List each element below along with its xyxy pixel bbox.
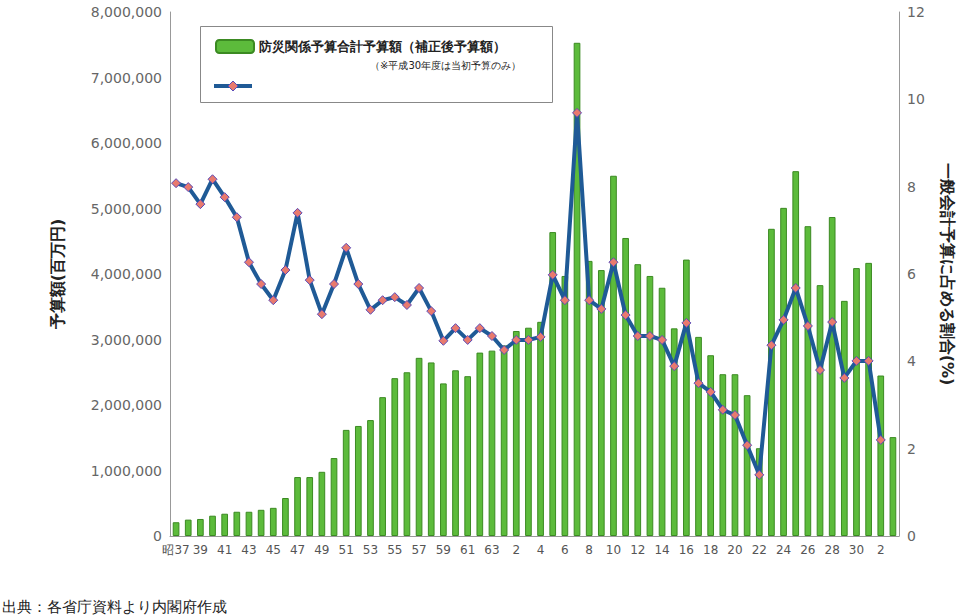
svg-text:10: 10 bbox=[606, 543, 621, 557]
svg-text:4: 4 bbox=[907, 353, 916, 369]
svg-text:24: 24 bbox=[776, 543, 791, 557]
svg-text:59: 59 bbox=[436, 543, 451, 557]
svg-text:41: 41 bbox=[217, 543, 232, 557]
svg-text:39: 39 bbox=[193, 543, 208, 557]
svg-text:2: 2 bbox=[907, 441, 916, 457]
svg-text:一般会計予算に占める割合(%): 一般会計予算に占める割合(%) bbox=[938, 163, 957, 386]
svg-text:予算額(百万円): 予算額(百万円) bbox=[48, 219, 67, 331]
svg-text:（※平成30年度は当初予算のみ）: （※平成30年度は当初予算のみ） bbox=[370, 60, 521, 71]
svg-text:14: 14 bbox=[654, 543, 669, 557]
svg-text:0: 0 bbox=[153, 528, 162, 544]
svg-text:18: 18 bbox=[703, 543, 718, 557]
svg-text:47: 47 bbox=[290, 543, 305, 557]
svg-text:7,000,000: 7,000,000 bbox=[91, 70, 162, 86]
svg-text:55: 55 bbox=[387, 543, 402, 557]
svg-text:2: 2 bbox=[877, 543, 885, 557]
svg-text:22: 22 bbox=[752, 543, 767, 557]
svg-text:53: 53 bbox=[363, 543, 378, 557]
svg-text:8,000,000: 8,000,000 bbox=[91, 4, 162, 20]
svg-text:43: 43 bbox=[241, 543, 256, 557]
svg-text:49: 49 bbox=[314, 543, 329, 557]
svg-text:6: 6 bbox=[561, 543, 569, 557]
svg-text:昭37: 昭37 bbox=[162, 543, 189, 557]
svg-text:6: 6 bbox=[907, 266, 916, 282]
svg-text:2,000,000: 2,000,000 bbox=[91, 397, 162, 413]
svg-text:5,000,000: 5,000,000 bbox=[91, 201, 162, 217]
svg-text:57: 57 bbox=[411, 543, 426, 557]
svg-text:4: 4 bbox=[537, 543, 545, 557]
svg-text:3,000,000: 3,000,000 bbox=[91, 332, 162, 348]
svg-text:51: 51 bbox=[339, 543, 354, 557]
svg-text:1,000,000: 1,000,000 bbox=[91, 463, 162, 479]
svg-text:61: 61 bbox=[460, 543, 475, 557]
svg-text:12: 12 bbox=[907, 4, 925, 20]
svg-text:2: 2 bbox=[512, 543, 520, 557]
svg-text:16: 16 bbox=[679, 543, 694, 557]
svg-text:8: 8 bbox=[585, 543, 593, 557]
svg-text:防災関係予算合計予算額（補正後予算額）: 防災関係予算合計予算額（補正後予算額） bbox=[259, 39, 506, 54]
svg-text:26: 26 bbox=[800, 543, 815, 557]
svg-text:45: 45 bbox=[266, 543, 281, 557]
svg-text:30: 30 bbox=[849, 543, 864, 557]
svg-text:4,000,000: 4,000,000 bbox=[91, 266, 162, 282]
svg-text:20: 20 bbox=[727, 543, 742, 557]
svg-text:28: 28 bbox=[825, 543, 840, 557]
svg-text:10: 10 bbox=[907, 91, 925, 107]
svg-text:0: 0 bbox=[907, 528, 916, 544]
svg-text:12: 12 bbox=[630, 543, 645, 557]
svg-text:63: 63 bbox=[484, 543, 499, 557]
svg-text:出典：各省庁資料より内閣府作成: 出典：各省庁資料より内閣府作成 bbox=[2, 598, 227, 616]
svg-text:8: 8 bbox=[907, 179, 916, 195]
svg-text:6,000,000: 6,000,000 bbox=[91, 135, 162, 151]
